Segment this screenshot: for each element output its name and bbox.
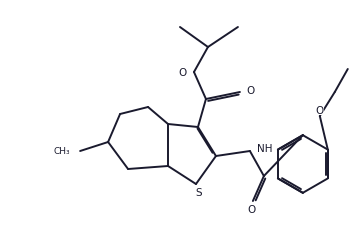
Text: O: O xyxy=(316,105,324,115)
Text: CH₃: CH₃ xyxy=(54,147,70,156)
Text: S: S xyxy=(195,187,202,197)
Text: O: O xyxy=(246,86,254,96)
Text: O: O xyxy=(178,68,186,78)
Text: NH: NH xyxy=(257,144,272,154)
Text: O: O xyxy=(247,204,255,214)
